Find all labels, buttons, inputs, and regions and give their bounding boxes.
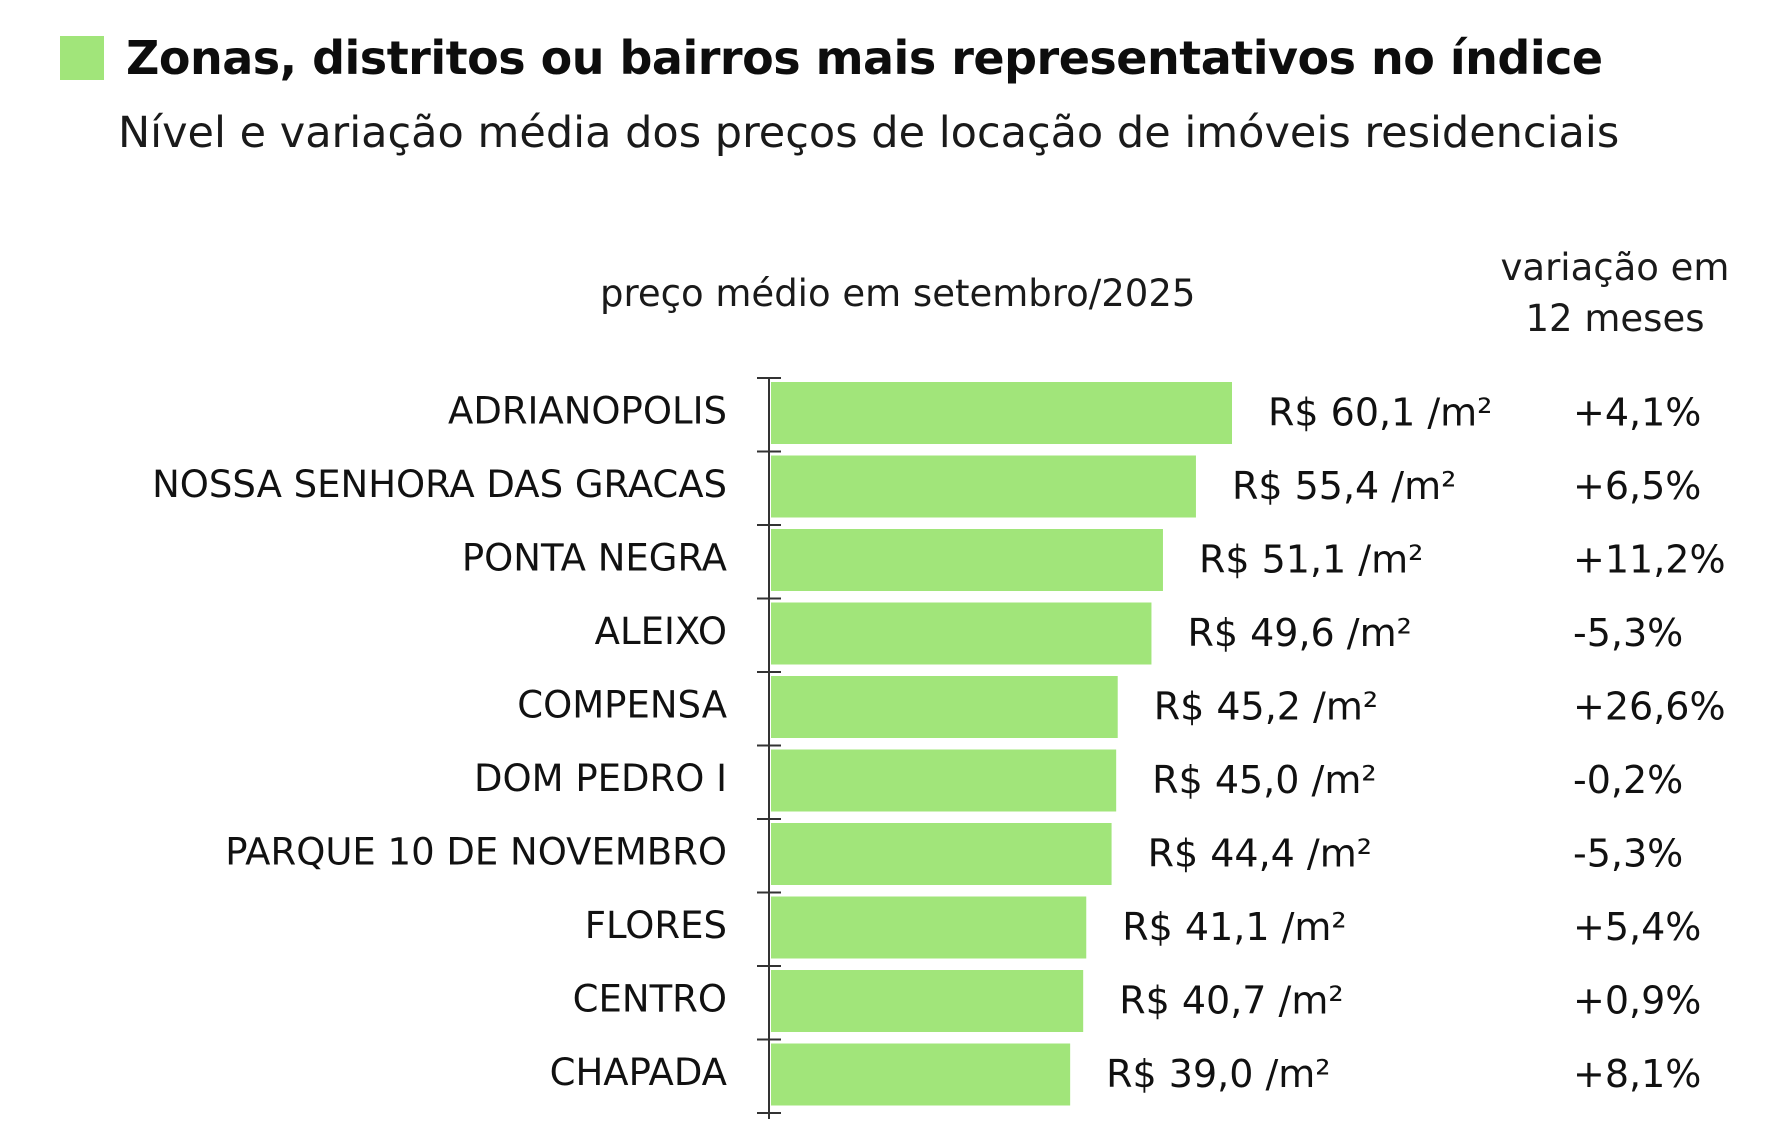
category-label: COMPENSA (517, 684, 727, 727)
bar (771, 896, 1087, 959)
variation-label: +5,4% (1573, 905, 1701, 949)
title-block: Zonas, distritos ou bairros mais represe… (60, 28, 1603, 88)
variation-label: -5,3% (1573, 611, 1683, 655)
value-label: R$ 55,4 /m² (1232, 464, 1456, 508)
category-label: PARQUE 10 DE NOVEMBRO (225, 831, 727, 874)
value-label: R$ 45,0 /m² (1152, 758, 1376, 802)
variation-label: -5,3% (1573, 832, 1683, 876)
category-label: CENTRO (573, 978, 727, 1021)
variation-label: -0,2% (1573, 758, 1683, 802)
variation-label: +8,1% (1573, 1052, 1701, 1096)
category-label: ADRIANOPOLIS (448, 390, 727, 433)
bar (771, 1043, 1071, 1106)
value-label: R$ 60,1 /m² (1268, 391, 1492, 435)
bar (771, 529, 1163, 591)
value-label: R$ 40,7 /m² (1119, 979, 1343, 1023)
bar (771, 382, 1232, 444)
category-label: ALEIXO (595, 610, 727, 653)
title-color-square (60, 36, 104, 80)
variation-label: +0,9% (1573, 979, 1701, 1023)
bar (771, 749, 1117, 812)
bar (771, 676, 1118, 738)
value-label: R$ 45,2 /m² (1154, 685, 1378, 729)
value-label: R$ 44,4 /m² (1148, 832, 1372, 876)
price-column-label: preço médio em setembro/2025 (600, 272, 1196, 315)
category-label: NOSSA SENHORA DAS GRACAS (152, 463, 727, 506)
variation-column-label-line1: variação em (1500, 246, 1730, 289)
variation-column-label: variação em 12 meses (1450, 242, 1780, 344)
category-label: PONTA NEGRA (462, 537, 727, 580)
variation-label: +11,2% (1573, 538, 1726, 582)
chart-subtitle: Nível e variação média dos preços de loc… (118, 108, 1620, 158)
bar (771, 970, 1084, 1032)
variation-label: +26,6% (1573, 685, 1726, 729)
category-label: DOM PEDRO I (474, 757, 727, 800)
variation-column-label-line2: 12 meses (1525, 297, 1705, 340)
bar (771, 823, 1112, 885)
bar (771, 455, 1196, 518)
value-label: R$ 51,1 /m² (1199, 538, 1423, 582)
category-label: CHAPADA (550, 1051, 727, 1094)
variation-label: +4,1% (1573, 391, 1701, 435)
value-label: R$ 49,6 /m² (1187, 611, 1411, 655)
chart-title: Zonas, distritos ou bairros mais represe… (126, 31, 1603, 85)
bar (771, 602, 1152, 665)
value-label: R$ 39,0 /m² (1106, 1052, 1330, 1096)
variation-label: +6,5% (1573, 464, 1701, 508)
value-label: R$ 41,1 /m² (1122, 905, 1346, 949)
category-label: FLORES (585, 904, 727, 947)
